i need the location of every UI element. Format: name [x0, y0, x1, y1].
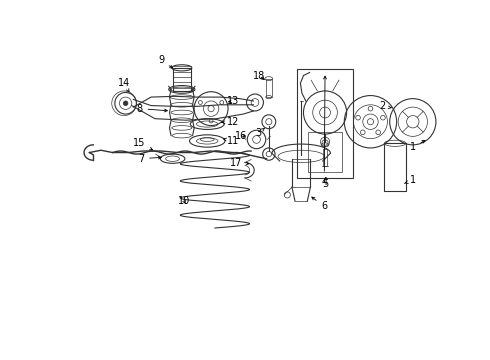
- Bar: [172, 68, 191, 91]
- Text: 16: 16: [235, 131, 247, 141]
- Text: 1: 1: [410, 140, 425, 152]
- Text: 8: 8: [136, 104, 168, 114]
- Text: 18: 18: [253, 71, 265, 81]
- Circle shape: [209, 119, 213, 123]
- Text: 5: 5: [322, 179, 328, 189]
- Text: 17: 17: [229, 158, 249, 167]
- Text: 7: 7: [138, 154, 161, 164]
- Text: 11: 11: [223, 136, 240, 146]
- Text: 2: 2: [379, 101, 391, 111]
- Text: 6: 6: [312, 197, 327, 211]
- Bar: [384, 143, 406, 191]
- Text: 1: 1: [404, 175, 416, 185]
- Bar: [308, 132, 342, 172]
- Text: 3: 3: [256, 127, 265, 138]
- Text: 14: 14: [118, 78, 130, 92]
- Text: 13: 13: [227, 96, 240, 106]
- Circle shape: [123, 101, 128, 105]
- Text: 15: 15: [133, 138, 152, 150]
- Text: 10: 10: [178, 196, 190, 206]
- Text: 9: 9: [158, 55, 172, 68]
- Circle shape: [220, 100, 223, 104]
- Text: 12: 12: [221, 117, 240, 127]
- Text: 4: 4: [321, 76, 327, 187]
- Circle shape: [198, 100, 202, 104]
- Bar: [297, 69, 353, 178]
- Bar: [323, 149, 327, 166]
- Bar: [266, 78, 272, 97]
